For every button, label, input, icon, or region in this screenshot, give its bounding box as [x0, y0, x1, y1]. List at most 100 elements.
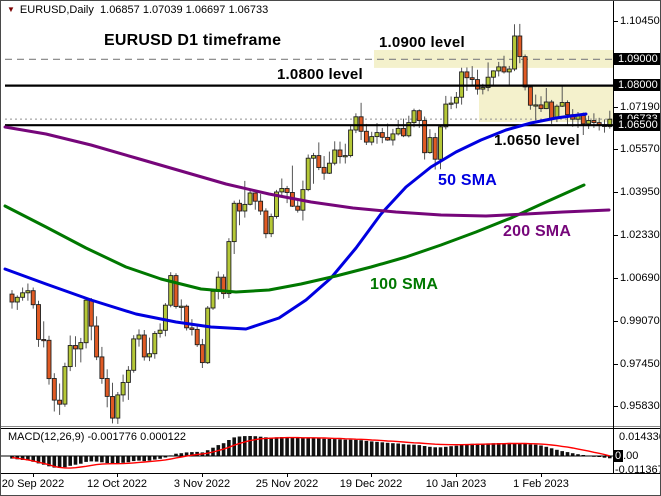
candle-body-bull	[305, 157, 311, 191]
price-axis-label: 1.03950	[620, 186, 660, 198]
candle-body-bull	[427, 137, 433, 154]
macd-histogram-bar	[311, 437, 316, 456]
macd-histogram-bar	[576, 454, 580, 456]
macd-histogram-bar	[449, 446, 453, 456]
candle-body-bull	[490, 70, 496, 78]
candle-body-bull	[125, 369, 131, 383]
price-chart[interactable]	[1, 1, 613, 426]
candle	[538, 96, 544, 112]
candle-body-bear	[401, 127, 406, 137]
annotation-sma100-label[interactable]: 100 SMA	[370, 276, 439, 293]
macd-histogram-bar	[116, 456, 120, 464]
macd-histogram-bar	[280, 437, 284, 456]
candle-body-bear	[199, 344, 205, 364]
macd-histogram-bar	[184, 452, 189, 456]
macd-histogram-bar	[475, 443, 480, 456]
candle	[41, 321, 47, 348]
candle	[231, 200, 237, 254]
candle-body-bull	[607, 118, 613, 128]
macd-histogram-bar	[406, 444, 411, 456]
macd-histogram-bar	[105, 456, 109, 464]
macd-histogram-bar	[359, 440, 363, 456]
candle	[99, 346, 105, 384]
candle	[332, 141, 338, 166]
macd-histogram-bar	[401, 444, 406, 456]
candle	[147, 337, 152, 362]
candle-body-bear	[88, 299, 94, 327]
candle	[348, 124, 354, 158]
candle-body-bear	[469, 77, 475, 80]
macd-histogram-bar	[26, 456, 30, 461]
candle	[215, 271, 221, 300]
price-axis-label: 0.95830	[620, 400, 660, 412]
collapse-triangle-icon[interactable]: ▼	[7, 5, 15, 14]
candle-body-bear	[104, 378, 110, 397]
candle	[295, 199, 301, 213]
candle-body-bull	[226, 241, 232, 295]
macd-histogram-bar	[126, 456, 131, 463]
annotation-sma200-label[interactable]: 200 SMA	[503, 223, 572, 240]
macd-indicator[interactable]	[1, 429, 613, 473]
candle-body-bull	[247, 192, 253, 205]
candle-body-bear	[284, 188, 290, 193]
candle-body-bear	[46, 339, 52, 380]
candle-body-bear	[30, 290, 36, 306]
annotation-level-10650[interactable]: 1.0650 level	[494, 132, 580, 149]
date-tick	[287, 473, 288, 477]
date-tick	[541, 473, 542, 477]
macd-histogram-bar	[79, 456, 83, 464]
candle-body-bull	[157, 329, 163, 334]
macd-histogram-bar	[57, 456, 62, 468]
date-tick	[117, 473, 118, 477]
price-tick	[613, 21, 618, 22]
100-sma-line[interactable]	[3, 183, 586, 294]
candle	[401, 118, 406, 138]
macd-histogram-bar	[232, 437, 236, 456]
macd-histogram-bar	[438, 447, 443, 456]
candle	[422, 116, 428, 160]
candle-body-bear	[99, 356, 105, 379]
macd-histogram-bar	[190, 452, 194, 456]
candle-body-bear	[379, 132, 385, 138]
candle-body-bull	[136, 334, 142, 340]
annotation-level-10800[interactable]: 1.0800 level	[277, 66, 363, 83]
candle-body-bear	[538, 104, 544, 110]
candle	[517, 23, 523, 64]
candle-body-bear	[580, 115, 586, 125]
candle-body-bull	[14, 296, 20, 303]
candle	[46, 335, 52, 385]
candle-body-bull	[348, 129, 354, 157]
candle	[199, 338, 205, 368]
candle	[237, 199, 242, 226]
annotation-sma50-label[interactable]: 50 SMA	[438, 172, 497, 189]
annotation-timeframe[interactable]: EURUSD D1 timeframe	[104, 32, 282, 49]
macd-histogram-bar	[512, 443, 517, 456]
candle-body-bull	[506, 68, 512, 73]
macd-histogram-bar	[274, 437, 279, 456]
annotation-level-10900[interactable]: 1.0900 level	[379, 34, 465, 51]
candle-body-bear	[522, 56, 528, 88]
candle-body-bear	[422, 120, 428, 154]
macd-histogram-bar	[121, 456, 125, 463]
macd-histogram-bar	[163, 456, 168, 458]
candle-body-bull	[25, 290, 31, 294]
macd-histogram-bar	[158, 456, 162, 459]
macd-histogram-bar	[570, 453, 575, 456]
200-sma-line[interactable]	[3, 125, 611, 218]
candle	[168, 272, 174, 308]
candle-body-bear	[549, 101, 555, 120]
date-axis-label: 3 Nov 2022	[173, 478, 231, 490]
candle	[30, 287, 36, 309]
candle-body-bear	[258, 200, 264, 212]
price-axis-label: 1.05570	[620, 143, 660, 155]
50-sma-line[interactable]	[3, 112, 588, 331]
level-price-box: 1.06500	[613, 119, 660, 131]
candle-body-bull	[274, 191, 279, 217]
candle-body-bear	[194, 328, 200, 346]
candle	[501, 55, 507, 74]
panel-divider[interactable]	[1, 426, 660, 427]
candle	[374, 123, 380, 144]
candle-body-bull	[178, 305, 184, 308]
candle-body-bull	[210, 290, 216, 309]
